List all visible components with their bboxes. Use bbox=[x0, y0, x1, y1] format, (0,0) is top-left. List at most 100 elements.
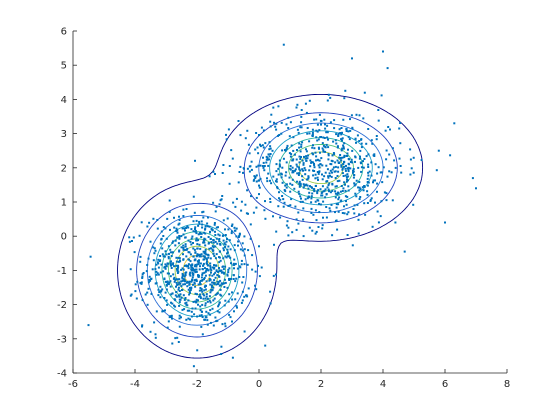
scatter-point bbox=[330, 159, 333, 162]
scatter-point bbox=[243, 263, 246, 266]
scatter-point bbox=[300, 115, 303, 118]
scatter-point bbox=[373, 153, 376, 156]
scatter-point bbox=[214, 316, 217, 319]
scatter-point bbox=[313, 118, 316, 121]
scatter-point bbox=[307, 177, 310, 180]
scatter-point bbox=[205, 310, 208, 313]
scatter-point bbox=[202, 297, 205, 300]
scatter-point bbox=[359, 188, 362, 191]
scatter-point bbox=[208, 225, 211, 228]
scatter-point bbox=[238, 276, 241, 278]
scatter-point bbox=[348, 163, 351, 166]
scatter-point bbox=[335, 206, 338, 209]
scatter-point bbox=[344, 195, 347, 198]
scatter-point bbox=[241, 281, 244, 284]
scatter-point bbox=[334, 177, 337, 179]
scatter-point bbox=[269, 179, 271, 182]
scatter-point bbox=[140, 221, 143, 224]
scatter-point bbox=[168, 281, 171, 284]
scatter-point bbox=[200, 276, 203, 279]
scatter-point bbox=[217, 226, 219, 229]
scatter-point bbox=[285, 171, 288, 174]
scatter-point bbox=[318, 211, 321, 214]
scatter-point bbox=[354, 192, 357, 195]
scatter-point bbox=[343, 97, 346, 100]
scatter-point bbox=[242, 167, 245, 170]
scatter-point bbox=[233, 226, 236, 229]
scatter-point bbox=[298, 185, 301, 188]
scatter-point bbox=[322, 200, 325, 203]
scatter-point bbox=[327, 146, 330, 149]
scatter-point bbox=[362, 160, 364, 163]
scatter-point bbox=[204, 316, 207, 319]
scatter-point bbox=[231, 223, 234, 226]
scatter-point bbox=[285, 147, 288, 150]
scatter-point bbox=[315, 136, 318, 139]
scatter-point bbox=[217, 271, 220, 273]
scatter-point bbox=[343, 205, 345, 208]
scatter-point bbox=[372, 181, 374, 184]
scatter-point bbox=[180, 268, 183, 271]
scatter-point bbox=[299, 150, 302, 153]
scatter-point bbox=[214, 245, 217, 248]
scatter-point bbox=[158, 260, 161, 262]
scatter-point bbox=[359, 149, 362, 152]
scatter-point bbox=[195, 265, 198, 268]
scatter-point bbox=[246, 295, 249, 298]
scatter-point bbox=[198, 314, 201, 317]
scatter-point bbox=[215, 270, 218, 272]
scatter-point bbox=[311, 146, 314, 149]
scatter-point bbox=[212, 246, 215, 249]
scatter-point bbox=[192, 230, 195, 233]
scatter-point bbox=[301, 168, 304, 171]
scatter-point bbox=[269, 290, 272, 293]
scatter-point bbox=[164, 250, 167, 253]
scatter-point bbox=[255, 288, 258, 291]
scatter-point bbox=[154, 249, 157, 252]
scatter-point bbox=[435, 169, 438, 172]
scatter-point bbox=[449, 154, 452, 157]
scatter-point bbox=[309, 159, 312, 162]
scatter-point bbox=[206, 268, 208, 270]
scatter-point bbox=[175, 260, 178, 263]
scatter-point bbox=[278, 197, 280, 200]
scatter-point bbox=[316, 171, 319, 173]
scatter-point bbox=[294, 205, 297, 208]
scatter-point bbox=[212, 249, 215, 252]
scatter-point bbox=[308, 191, 311, 194]
scatter-point bbox=[277, 173, 280, 176]
y-tick-label: 5 bbox=[61, 61, 67, 72]
scatter-point bbox=[376, 172, 379, 175]
scatter-point bbox=[206, 225, 209, 228]
scatter-point bbox=[286, 220, 289, 223]
scatter-point bbox=[342, 146, 345, 149]
scatter-point bbox=[346, 152, 349, 155]
scatter-point bbox=[302, 183, 305, 186]
scatter-point bbox=[255, 196, 258, 199]
scatter-point bbox=[224, 228, 226, 231]
scatter-point bbox=[209, 257, 212, 260]
scatter-point bbox=[314, 200, 317, 203]
scatter-point bbox=[249, 223, 252, 226]
scatter-point bbox=[253, 175, 256, 178]
scatter-point bbox=[205, 293, 208, 296]
scatter-point bbox=[283, 189, 286, 191]
scatter-point bbox=[188, 293, 191, 296]
scatter-point bbox=[153, 252, 156, 255]
scatter-point bbox=[333, 119, 336, 122]
scatter-point bbox=[194, 271, 197, 274]
scatter-point bbox=[336, 159, 339, 162]
scatter-point bbox=[191, 279, 194, 282]
scatter-point bbox=[296, 149, 298, 151]
scatter-point bbox=[282, 43, 285, 46]
scatter-point bbox=[155, 282, 158, 285]
scatter-point bbox=[180, 280, 183, 283]
scatter-point bbox=[291, 159, 294, 162]
scatter-point bbox=[176, 229, 179, 232]
scatter-point bbox=[218, 275, 221, 278]
scatter-point bbox=[173, 304, 175, 307]
scatter-point bbox=[185, 264, 188, 267]
scatter-point bbox=[269, 120, 272, 123]
scatter-point bbox=[227, 300, 230, 303]
